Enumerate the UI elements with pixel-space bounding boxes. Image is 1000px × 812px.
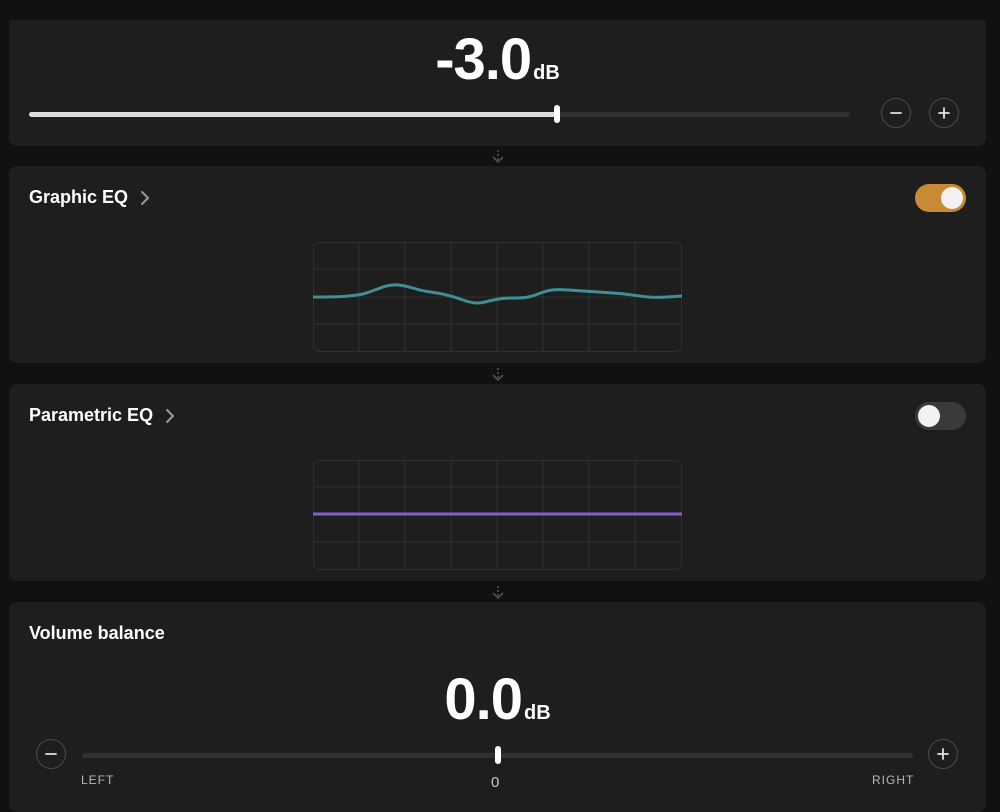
preamp-value-display: -3.0 dB xyxy=(9,26,986,93)
graphic-eq-header[interactable]: Graphic EQ xyxy=(29,187,150,208)
plus-icon xyxy=(937,748,949,760)
arrow-down-dotted-icon xyxy=(492,368,504,382)
preamp-slider-thumb[interactable] xyxy=(553,105,560,123)
preamp-value: -3.0 xyxy=(435,27,532,92)
arrow-down-dotted-icon xyxy=(492,586,504,600)
volume-balance-title: Volume balance xyxy=(29,623,165,643)
parametric-eq-toggle-knob xyxy=(918,405,940,427)
graphic-eq-title: Graphic EQ xyxy=(29,187,129,207)
graphic-eq-toggle[interactable] xyxy=(915,184,966,212)
preamp-slider-fill xyxy=(29,112,557,117)
preamp-increase-button[interactable] xyxy=(929,98,959,128)
parametric-eq-title: Parametric EQ xyxy=(29,405,154,425)
balance-right-label: RIGHT xyxy=(872,773,915,787)
chevron-right-icon xyxy=(141,190,150,205)
graphic-eq-curve xyxy=(313,283,682,305)
preamp-slider[interactable] xyxy=(29,105,850,123)
chevron-right-icon xyxy=(166,408,175,423)
plus-icon xyxy=(938,107,950,119)
parametric-eq-toggle[interactable] xyxy=(915,402,966,430)
preamp-decrease-button[interactable] xyxy=(881,98,911,128)
minus-icon xyxy=(890,112,902,114)
volume-balance-card: Volume balance 0.0 dB LEFT 0 RIGHT xyxy=(9,602,986,812)
preamp-card: -3.0 dB xyxy=(9,20,986,146)
graphic-eq-card: Graphic EQ xyxy=(9,166,986,363)
balance-right-button[interactable] xyxy=(928,739,958,769)
parametric-eq-card: Parametric EQ xyxy=(9,384,986,581)
balance-slider-thumb[interactable] xyxy=(494,746,501,764)
preamp-unit: dB xyxy=(533,62,560,84)
arrow-down-dotted-icon xyxy=(492,150,504,164)
balance-value: 0.0 xyxy=(444,667,523,732)
parametric-eq-header[interactable]: Parametric EQ xyxy=(29,405,175,426)
balance-unit: dB xyxy=(523,702,551,724)
volume-balance-header: Volume balance xyxy=(29,623,165,644)
balance-center-label: 0 xyxy=(491,774,501,791)
balance-value-display: 0.0 dB xyxy=(9,666,986,733)
balance-left-label: LEFT xyxy=(81,773,115,787)
balance-left-button[interactable] xyxy=(36,739,66,769)
balance-slider[interactable] xyxy=(82,746,913,764)
parametric-eq-graph xyxy=(313,460,682,570)
graphic-eq-graph xyxy=(313,242,682,352)
graphic-eq-toggle-knob xyxy=(941,187,963,209)
minus-icon xyxy=(45,753,57,755)
